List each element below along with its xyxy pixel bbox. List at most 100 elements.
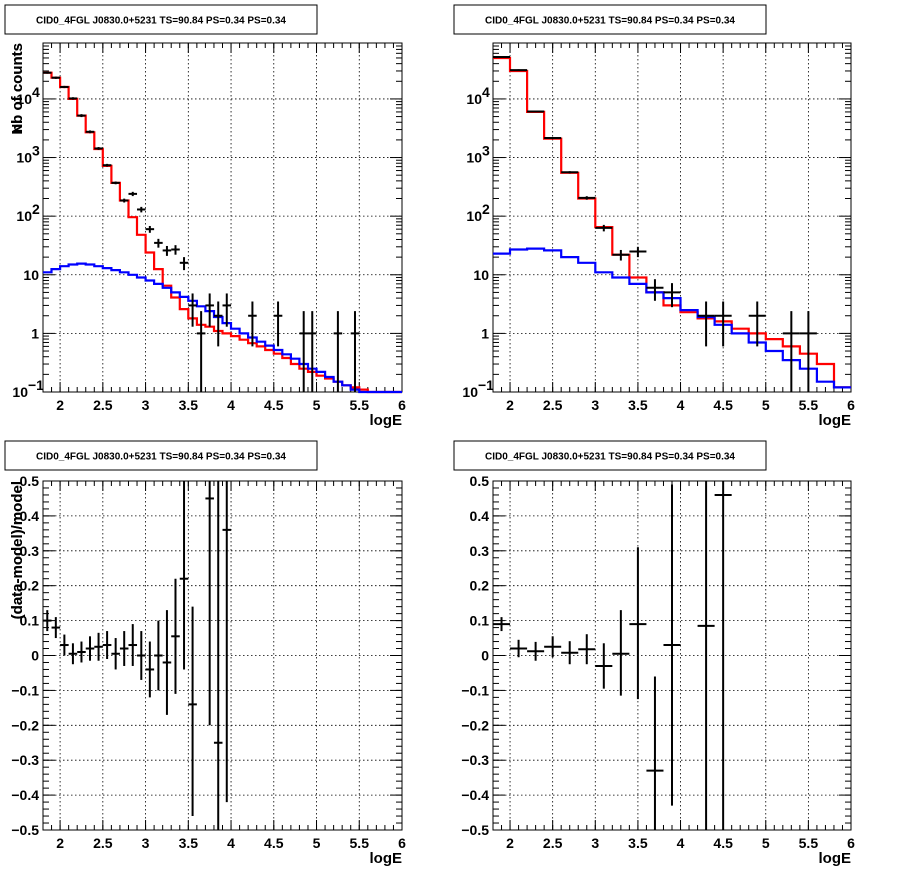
chart0-plot-frame xyxy=(42,42,403,393)
chart3-ytick-label: −0.1 xyxy=(461,682,489,698)
chart2-xtick-label: 6 xyxy=(398,835,406,851)
panel-residual-left: 2 2.5 3 3.5 4 4.5 5 5.5 6 −0.5 −0.4 −0.3 −0.2 −0.1 0 0.… xyxy=(4,440,406,867)
chart2-ytick-label: −0.5 xyxy=(11,822,39,838)
chart2-ytick-label: 0.3 xyxy=(20,543,40,559)
chart3-xtick-label: 4 xyxy=(677,835,685,851)
chart1-xlabel: logE xyxy=(819,412,852,429)
chart0-xtick-label: 4 xyxy=(227,397,235,413)
chart0-ytick-label: 10 xyxy=(23,267,39,283)
chart3-xtick-label: 2 xyxy=(506,835,514,851)
chart2-ytick-label: 0.2 xyxy=(20,578,40,594)
chart1-xtick-label: 6 xyxy=(847,397,855,413)
chart0-ytick-label: 10 xyxy=(16,150,32,166)
chart2-ytick-label: −0.2 xyxy=(11,717,39,733)
chart3-title-box xyxy=(453,440,767,471)
chart0-xtick-label: 2 xyxy=(56,397,64,413)
chart3-ytick-label: −0.2 xyxy=(461,717,489,733)
chart0-ytick-label: 10 xyxy=(16,91,32,107)
chart3-ylabel: (data-model)/model xyxy=(9,481,26,619)
chart0-ytick-label: 10 xyxy=(16,208,32,224)
chart2-ytick-label: −0.3 xyxy=(11,752,39,768)
chart1-ytick-label: 10 xyxy=(466,150,482,166)
chart3-ytick-label: 0.3 xyxy=(470,543,490,559)
chart1-ytick-label: 10 xyxy=(466,91,482,107)
chart2-xtick-label: 2 xyxy=(56,835,64,851)
chart2-title-box xyxy=(4,440,318,471)
chart1-title-box xyxy=(453,4,767,35)
chart0-title: CID0_4FGL J0830.0+5231 TS=90.84 PS=0.34 … xyxy=(36,16,286,27)
panel-residual-right: 2 2.5 3 3.5 4 4.5 5 5.5 6 −0.5 −0.4 −0.3 −0.2 −0.1 0 0.… xyxy=(9,440,855,867)
chart1-ytick-exponent: 4 xyxy=(482,84,490,100)
chart1-xtick-label: 3 xyxy=(591,397,599,413)
chart3-xtick-label: 2.5 xyxy=(543,835,563,851)
chart2-ytick-label: −0.1 xyxy=(11,682,39,698)
chart0-ytick-exponent: 4 xyxy=(32,84,40,100)
chart1-xtick-label: 3.5 xyxy=(628,397,648,413)
chart1-ylabel: nb of counts xyxy=(9,43,26,133)
chart3-ytick-label: 0.2 xyxy=(470,578,490,594)
chart0-ytick-label: 1 xyxy=(31,325,39,341)
chart1-xtick-label: 2 xyxy=(506,397,514,413)
chart2-ytick-label: 0 xyxy=(31,648,39,664)
chart3-xtick-label: 5 xyxy=(762,835,770,851)
chart0-xtick-label: 2.5 xyxy=(93,397,113,413)
chart2-xtick-label: 4 xyxy=(227,835,235,851)
chart2-xtick-label: 5.5 xyxy=(350,835,370,851)
chart3-ytick-label: −0.3 xyxy=(461,752,489,768)
chart2-xtick-label: 2.5 xyxy=(93,835,113,851)
chart1-plot-frame xyxy=(492,42,852,393)
chart0-ytick-exponent: 2 xyxy=(32,201,40,217)
chart2-title: CID0_4FGL J0830.0+5231 TS=90.84 PS=0.34 … xyxy=(36,452,286,463)
chart3-ytick-label: −0.5 xyxy=(461,822,489,838)
chart3-xtick-label: 6 xyxy=(847,835,855,851)
chart3-xtick-label: 3.5 xyxy=(628,835,648,851)
chart2-xlabel: logE xyxy=(370,850,403,867)
chart0-ylabel: Nb of counts xyxy=(9,43,26,135)
chart3-xtick-label: 3 xyxy=(591,835,599,851)
chart3-ytick-label: 0 xyxy=(481,648,489,664)
chart0-xtick-label: 5.5 xyxy=(350,397,370,413)
chart1-xtick-label: 5.5 xyxy=(799,397,819,413)
chart0-xtick-label: 6 xyxy=(398,397,406,413)
chart1-xtick-label: 5 xyxy=(762,397,770,413)
chart1-ytick-exponent: −1 xyxy=(478,377,494,393)
chart1-xtick-label: 2.5 xyxy=(543,397,563,413)
chart1-ytick-label: 10 xyxy=(466,208,482,224)
chart1-ytick-exponent: 3 xyxy=(482,143,490,159)
chart0-ytick-exponent: 3 xyxy=(32,143,40,159)
chart1-xtick-label: 4 xyxy=(677,397,685,413)
chart2-xtick-label: 5 xyxy=(313,835,321,851)
chart1-xtick-label: 4.5 xyxy=(713,397,733,413)
chart0-ytick-exponent: −1 xyxy=(28,377,44,393)
chart1-ytick-label: 10 xyxy=(473,267,489,283)
chart1-ytick-exponent: 2 xyxy=(482,201,490,217)
chart0-ytick-label: 10 xyxy=(12,384,28,400)
chart2-ytick-label: 0.1 xyxy=(20,613,40,629)
chart2-ylabel: (data-model)/model xyxy=(9,481,26,619)
chart2-ytick-label: 0.5 xyxy=(20,473,40,489)
chart1-title: CID0_4FGL J0830.0+5231 TS=90.84 PS=0.34 … xyxy=(485,16,735,27)
chart3-title: CID0_4FGL J0830.0+5231 TS=90.84 PS=0.34 … xyxy=(485,452,735,463)
chart0-xlabel: logE xyxy=(370,412,403,429)
chart3-xlabel: logE xyxy=(819,850,852,867)
chart0-xtick-label: 3.5 xyxy=(179,397,199,413)
chart3-xtick-label: 5.5 xyxy=(799,835,819,851)
chart0-xtick-label: 3 xyxy=(142,397,150,413)
chart3-ytick-label: 0.5 xyxy=(470,473,490,489)
chart1-ytick-label: 10 xyxy=(462,384,478,400)
chart0-series-0-line xyxy=(43,71,402,394)
chart3-ytick-label: 0.1 xyxy=(470,613,490,629)
chart0-xtick-label: 5 xyxy=(313,397,321,413)
chart2-xtick-label: 3 xyxy=(142,835,150,851)
chart2-ytick-label: 0.4 xyxy=(20,508,40,524)
chart2-plot-frame xyxy=(42,480,403,831)
chart2-xtick-label: 4.5 xyxy=(264,835,284,851)
chart0-title-box xyxy=(4,4,318,35)
chart1-ytick-label: 1 xyxy=(481,325,489,341)
chart2-xtick-label: 3.5 xyxy=(179,835,199,851)
chart0-xtick-label: 4.5 xyxy=(264,397,284,413)
chart3-ytick-label: −0.4 xyxy=(461,787,489,803)
chart3-ytick-label: 0.4 xyxy=(470,508,490,524)
